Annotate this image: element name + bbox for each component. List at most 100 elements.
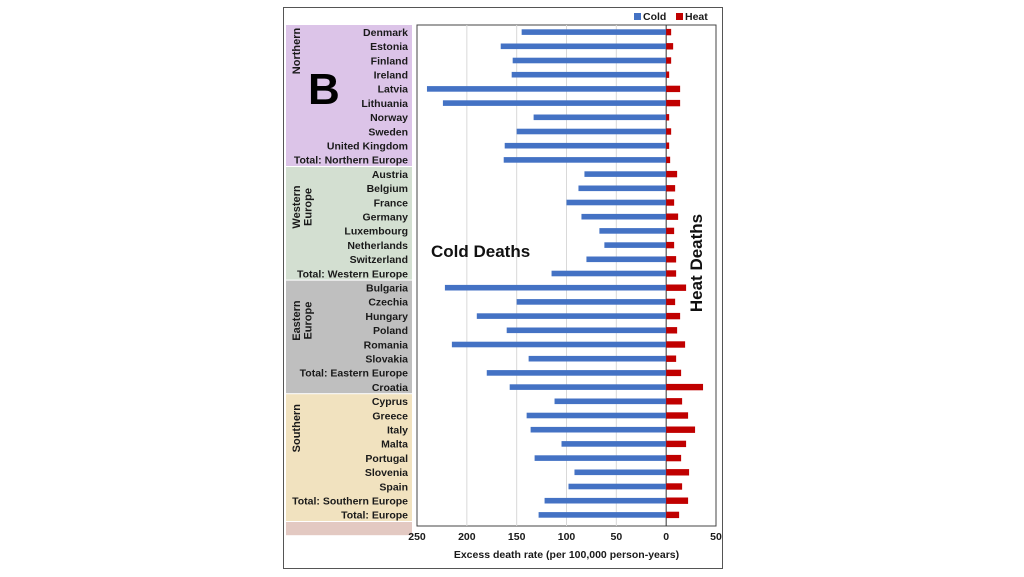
- heat-bar: [666, 312, 681, 320]
- heat-bar: [666, 85, 681, 93]
- heat-bar: [666, 412, 689, 419]
- category-label: Switzerland: [350, 254, 408, 266]
- cold-bar: [511, 71, 667, 78]
- category-label: Lithuania: [361, 98, 408, 110]
- heat-bar: [666, 57, 672, 64]
- region-band: [286, 167, 412, 280]
- category-label: Belgium: [367, 183, 408, 195]
- category-label: Italy: [387, 425, 408, 437]
- legend-label-heat: Heat: [685, 11, 708, 23]
- cold-bar: [534, 455, 667, 461]
- cold-bar: [561, 441, 667, 447]
- cold-bar: [506, 327, 667, 334]
- category-label: Estonia: [370, 41, 408, 53]
- cold-bar: [426, 86, 667, 92]
- cold-bar: [516, 128, 667, 135]
- heat-bar: [666, 426, 696, 433]
- region-band: [286, 394, 412, 521]
- region-band: [286, 280, 412, 394]
- cold-bar: [500, 43, 667, 50]
- category-label: Malta: [381, 439, 408, 451]
- x-axis-title: Excess death rate (per 100,000 person-ye…: [454, 549, 679, 561]
- heat-bar: [666, 398, 683, 405]
- category-label: Austria: [372, 169, 408, 181]
- heat-bar: [666, 241, 675, 249]
- category-label: Croatia: [372, 382, 408, 394]
- cold-deaths-annotation: Cold Deaths: [431, 242, 530, 261]
- category-label: Norway: [370, 112, 408, 124]
- category-label: United Kingdom: [327, 141, 408, 153]
- cold-bar: [578, 185, 667, 192]
- category-label: Latvia: [378, 84, 409, 96]
- category-label: Czechia: [368, 297, 408, 309]
- region-label-western: WesternEurope: [291, 185, 315, 228]
- category-label: Spain: [379, 481, 408, 493]
- heat-bar: [666, 355, 677, 362]
- x-tick-label: 200: [458, 531, 476, 543]
- heat-bar: [666, 213, 679, 220]
- heat-bar: [666, 170, 678, 178]
- heat-bar: [666, 28, 672, 36]
- category-label: Total: Eastern Europe: [300, 368, 408, 380]
- legend-label-cold: Cold: [643, 11, 666, 23]
- heat-bar: [666, 270, 677, 277]
- category-label: Total: Southern Europe: [292, 496, 408, 508]
- category-label: Sweden: [368, 126, 408, 138]
- category-label: Hungary: [365, 311, 408, 323]
- cold-bar: [584, 171, 667, 177]
- category-label: Total: Western Europe: [297, 268, 408, 280]
- cold-bar: [509, 384, 667, 390]
- heat-bar: [666, 440, 687, 448]
- cold-bar: [476, 313, 667, 319]
- heat-bar: [666, 497, 689, 504]
- category-label: Ireland: [374, 70, 408, 82]
- heat-bar: [666, 185, 676, 192]
- cold-bar: [526, 412, 667, 419]
- cold-bar: [566, 199, 667, 206]
- cold-bar: [530, 426, 667, 433]
- heat-bar: [666, 142, 670, 149]
- region-label-eastern: EasternEurope: [291, 300, 315, 341]
- heat-bar: [666, 511, 680, 519]
- heat-bar: [666, 71, 670, 78]
- category-label: Denmark: [363, 27, 408, 39]
- category-label: Bulgaria: [366, 283, 408, 295]
- x-tick-label: 0: [663, 531, 669, 543]
- cold-bar: [574, 469, 667, 476]
- cold-bar: [516, 299, 667, 305]
- category-label: Slovenia: [365, 467, 408, 479]
- cold-bar: [512, 57, 667, 64]
- category-label: France: [374, 197, 409, 209]
- category-label: Portugal: [365, 453, 408, 465]
- cold-bar: [442, 100, 667, 106]
- x-tick-label: 100: [558, 531, 576, 543]
- heat-bar: [666, 369, 682, 377]
- heat-bar: [666, 284, 687, 291]
- region-band: [286, 25, 412, 166]
- cold-bar: [568, 483, 667, 490]
- cold-bar: [544, 497, 667, 504]
- heat-bar: [666, 454, 682, 462]
- heat-bar: [666, 43, 674, 50]
- legend-swatch-heat: [676, 13, 683, 20]
- category-label: Cyprus: [372, 396, 408, 408]
- heat-bar: [666, 199, 675, 206]
- x-tick-label: 150: [508, 531, 526, 543]
- heat-bar: [666, 383, 704, 391]
- heat-bar: [666, 327, 678, 334]
- panel-label: B: [308, 65, 340, 114]
- heat-bar: [666, 156, 671, 164]
- cold-bar: [528, 355, 667, 362]
- legend-swatch-cold: [634, 13, 641, 20]
- cold-bar: [538, 512, 667, 518]
- cold-bar: [504, 142, 667, 149]
- category-label: Slovakia: [365, 354, 408, 366]
- cold-bar: [451, 341, 667, 348]
- excess-death-chart: 250 200 150 100 50 0 50 Denmark Estonia Finland Ir…: [286, 11, 722, 561]
- cold-bar: [533, 114, 667, 121]
- cold-bar: [503, 157, 667, 163]
- heat-bar: [666, 469, 690, 476]
- region-band: [286, 522, 412, 536]
- heat-bar: [666, 256, 677, 263]
- cold-bar: [486, 370, 667, 376]
